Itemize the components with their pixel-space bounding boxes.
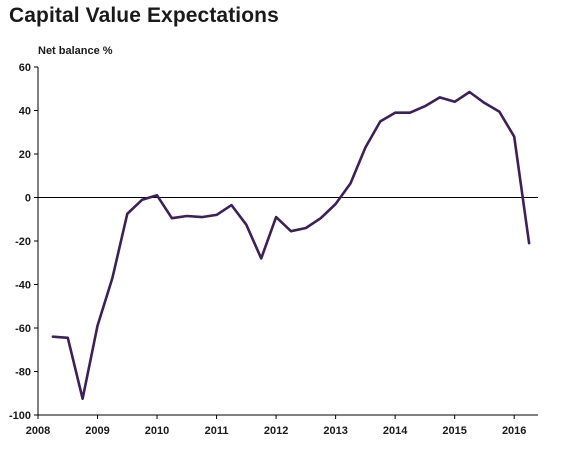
x-tick-label: 2016 [502, 425, 526, 437]
x-tick-label: 2012 [264, 425, 288, 437]
chart-title: Capital Value Expectations [9, 4, 279, 27]
y-tick-label: -60 [15, 323, 31, 335]
x-tick-label: 2008 [26, 425, 50, 437]
y-tick-label: -20 [15, 236, 31, 248]
y-tick-label: 0 [25, 193, 31, 205]
y-tick-label: 60 [19, 62, 31, 74]
y-tick-label: -40 [15, 280, 31, 292]
x-tick-label: 2009 [85, 425, 109, 437]
y-tick-label: -100 [9, 410, 31, 422]
x-tick-label: 2015 [442, 425, 466, 437]
y-tick-label: -80 [15, 367, 31, 379]
y-tick-label: 20 [19, 149, 31, 161]
x-tick-label: 2014 [383, 425, 408, 437]
x-tick-label: 2011 [205, 425, 229, 437]
x-tick-label: 2013 [323, 425, 347, 437]
y-axis-label: Net balance % [38, 45, 113, 57]
y-tick-label: 40 [19, 106, 31, 118]
x-tick-label: 2010 [145, 425, 169, 437]
series-line [51, 90, 531, 401]
